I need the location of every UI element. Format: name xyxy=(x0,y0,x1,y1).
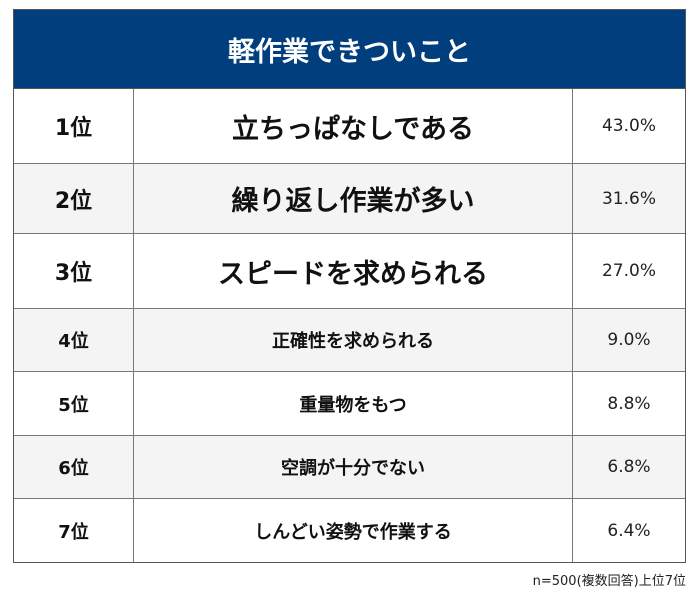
item-cell: 重量物をもつ xyxy=(134,372,573,435)
rank-cell: 3位 xyxy=(14,234,134,308)
percentage-cell: 9.0% xyxy=(607,330,651,350)
percentage-cell: 31.6% xyxy=(601,188,656,209)
item-cell: 空調が十分でない xyxy=(134,436,573,498)
table-title: 軽作業できついこと xyxy=(14,10,685,89)
item-cell: 立ちっぱなしである xyxy=(134,89,573,163)
rank-cell: 4位 xyxy=(14,309,134,371)
percentage-cell: 6.4% xyxy=(607,520,651,541)
table-row: 6位 空調が十分でない 6.8% xyxy=(14,436,685,499)
percentage-cell: 8.8% xyxy=(607,393,651,414)
ranking-table: 軽作業できついこと 1位 立ちっぱなしである 43.0% 2位 繰り返し作業が多い 31.… xyxy=(13,9,686,563)
table-row: 4位 正確性を求められる 9.0% xyxy=(14,309,685,372)
percentage-cell: 27.0% xyxy=(601,261,656,281)
table-row: 1位 立ちっぱなしである 43.0% xyxy=(14,89,685,164)
rank-cell: 5位 xyxy=(14,372,134,435)
item-cell: 正確性を求められる xyxy=(134,309,573,371)
percentage-cell: 6.8% xyxy=(607,457,651,477)
item-cell: 繰り返し作業が多い xyxy=(134,164,573,233)
table-row: 2位 繰り返し作業が多い 31.6% xyxy=(14,164,685,234)
rank-cell: 2位 xyxy=(14,164,134,233)
rank-cell: 7位 xyxy=(14,499,134,562)
percentage-cell: 43.0% xyxy=(601,116,656,136)
item-cell: スピードを求められる xyxy=(134,234,573,308)
table-row: 3位 スピードを求められる 27.0% xyxy=(14,234,685,309)
table-row: 5位 重量物をもつ 8.8% xyxy=(14,372,685,436)
item-cell: しんどい姿勢で作業する xyxy=(134,499,573,562)
sample-note: n=500(複数回答)上位7位 xyxy=(532,574,686,589)
rank-cell: 6位 xyxy=(14,436,134,498)
table-row: 7位 しんどい姿勢で作業する 6.4% xyxy=(14,499,685,562)
rank-cell: 1位 xyxy=(14,89,134,163)
